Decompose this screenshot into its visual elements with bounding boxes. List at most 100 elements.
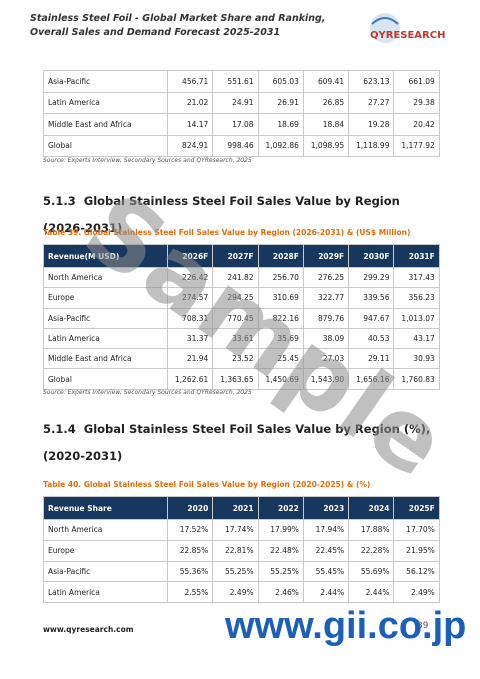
table-row: Latin America 21.02 24.91 26.91 26.85 27.27 29… bbox=[43, 92, 440, 114]
table-row: Middle East and Africa 14.17 17.08 18.69 18.… bbox=[43, 114, 440, 136]
table-row: Asia-Pacific 456.71 551.61 605.03 609.41 623.… bbox=[43, 70, 440, 93]
cell: 1,543.90 bbox=[304, 369, 350, 389]
section-number: 5.1.3 bbox=[43, 194, 76, 208]
logo: QYRESEARCH bbox=[370, 13, 445, 43]
table-39: Revenue(M USD) 2026F 2027F 2028F 2029F 2030F 2… bbox=[43, 244, 440, 390]
cell: 274.57 bbox=[168, 288, 214, 308]
cell: 294.25 bbox=[213, 288, 259, 308]
cell: 1,118.99 bbox=[349, 135, 395, 156]
table-row: Europe 22.85% 22.81% 22.48% 22.45% 22.28% 21.9… bbox=[43, 540, 440, 562]
cell: Revenue Share bbox=[43, 497, 168, 519]
cell: 605.03 bbox=[259, 71, 304, 92]
cell: 21.95% bbox=[394, 540, 440, 561]
table-caption: Table 39. Global Stainless Steel Foil Sa… bbox=[43, 228, 411, 237]
table-row: Global 1,262.61 1,363.65 1,450.69 1,543.90 1,… bbox=[43, 369, 440, 390]
cell: 22.28% bbox=[349, 540, 395, 561]
cell: 276.25 bbox=[304, 268, 350, 288]
cell: 26.85 bbox=[304, 92, 350, 113]
source: Source: Experts Interview, Secondary Sou… bbox=[43, 157, 252, 164]
cell: Asia-Pacific bbox=[43, 71, 168, 92]
cell: 2.49% bbox=[213, 582, 259, 603]
table-top: Asia-Pacific 456.71 551.61 605.03 609.41 623.… bbox=[43, 70, 440, 157]
cell: Revenue(M USD) bbox=[43, 245, 168, 267]
table-row: Latin America 2.55% 2.49% 2.46% 2.44% 2.44% 2.… bbox=[43, 582, 440, 604]
cell: 822.16 bbox=[259, 308, 304, 328]
cell: 551.61 bbox=[213, 71, 259, 92]
cell: 256.70 bbox=[259, 268, 304, 288]
cell: 19.28 bbox=[349, 114, 395, 135]
cell: 1,098.95 bbox=[304, 135, 350, 156]
doc-title: Stainless Steel Foil - Global Market Sha… bbox=[30, 13, 326, 38]
cell: 2030F bbox=[349, 245, 395, 267]
cell: 18.84 bbox=[304, 114, 350, 135]
cell: 2.55% bbox=[168, 582, 214, 603]
cell: Latin America bbox=[43, 582, 168, 603]
cell: 356.23 bbox=[394, 288, 440, 308]
cell: Latin America bbox=[43, 328, 168, 349]
cell: 2.46% bbox=[259, 582, 304, 603]
cell: Middle East and Africa bbox=[43, 114, 168, 135]
cell: 26.91 bbox=[259, 92, 304, 113]
section-number: 5.1.4 bbox=[43, 422, 76, 436]
cell: Europe bbox=[43, 540, 168, 561]
table-row: Asia-Pacific 55.36% 55.25% 55.25% 55.45% 55.6… bbox=[43, 561, 440, 583]
cell: Middle East and Africa bbox=[43, 349, 168, 369]
cell: 661.09 bbox=[394, 71, 440, 92]
cell: Global bbox=[43, 135, 168, 156]
table-40: Revenue Share 2020 2021 2022 2023 2024 2025F No… bbox=[43, 496, 440, 604]
footer-url: www.qyresearch.com bbox=[43, 625, 134, 634]
table-row: Latin America 31.37 33.61 35.69 38.09 40.53 43… bbox=[43, 328, 440, 350]
cell: 1,363.65 bbox=[213, 369, 259, 389]
cell: 14.17 bbox=[168, 114, 214, 135]
cell: 55.25% bbox=[213, 561, 259, 582]
cell: 770.45 bbox=[213, 308, 259, 328]
cell: 18.69 bbox=[259, 114, 304, 135]
table-caption: Table 40. Global Stainless Steel Foil Sa… bbox=[43, 480, 371, 489]
cell: 21.02 bbox=[168, 92, 214, 113]
cell: 33.61 bbox=[213, 328, 259, 349]
cell: 2025F bbox=[394, 497, 440, 519]
cell: 2028F bbox=[259, 245, 304, 267]
cell: 55.36% bbox=[168, 561, 214, 582]
cell: 1,450.69 bbox=[259, 369, 304, 389]
cell: 456.71 bbox=[168, 71, 214, 92]
cell: 17.99% bbox=[259, 520, 304, 540]
cell: 2022 bbox=[259, 497, 304, 519]
cell: 27.27 bbox=[349, 92, 395, 113]
section-heading: 5.1.3 Global Stainless Steel Foil Sales … bbox=[43, 188, 443, 242]
cell: 947.67 bbox=[349, 308, 395, 328]
cell: 2024 bbox=[349, 497, 395, 519]
watermark-site: www.gii.co.jp bbox=[225, 605, 467, 647]
cell: 17.52% bbox=[168, 520, 214, 540]
cell: 20.42 bbox=[394, 114, 440, 135]
cell: 2020 bbox=[168, 497, 214, 519]
cell: 623.13 bbox=[349, 71, 395, 92]
cell: 1,656.16 bbox=[349, 369, 395, 389]
cell: Europe bbox=[43, 288, 168, 308]
cell: 29.11 bbox=[349, 349, 395, 369]
section-title: Global Stainless Steel Foil Sales Value … bbox=[43, 422, 431, 463]
cell: 339.56 bbox=[349, 288, 395, 308]
cell: 226.42 bbox=[168, 268, 214, 288]
table-row: Asia-Pacific 708.31 770.45 822.16 879.76 947.… bbox=[43, 308, 440, 329]
cell: 17.94% bbox=[304, 520, 350, 540]
cell: 27.03 bbox=[304, 349, 350, 369]
cell: 17.88% bbox=[349, 520, 395, 540]
cell: 56.12% bbox=[394, 561, 440, 582]
cell: 2031F bbox=[394, 245, 440, 267]
cell: 708.31 bbox=[168, 308, 214, 328]
cell: 609.41 bbox=[304, 71, 350, 92]
cell: 17.74% bbox=[213, 520, 259, 540]
cell: 55.69% bbox=[349, 561, 395, 582]
table-row: Middle East and Africa 21.94 23.52 25.45 27.… bbox=[43, 349, 440, 370]
logo-text: QYRESEARCH bbox=[370, 30, 445, 41]
cell: 21.94 bbox=[168, 349, 214, 369]
cell: 824.91 bbox=[168, 135, 214, 156]
cell: 43.17 bbox=[394, 328, 440, 349]
table-row: Global 824.91 998.46 1,092.86 1,098.95 1,118.… bbox=[43, 135, 440, 157]
cell: 879.76 bbox=[304, 308, 350, 328]
cell: Latin America bbox=[43, 92, 168, 113]
cell: 35.69 bbox=[259, 328, 304, 349]
cell: 2021 bbox=[213, 497, 259, 519]
cell: 2026F bbox=[168, 245, 214, 267]
